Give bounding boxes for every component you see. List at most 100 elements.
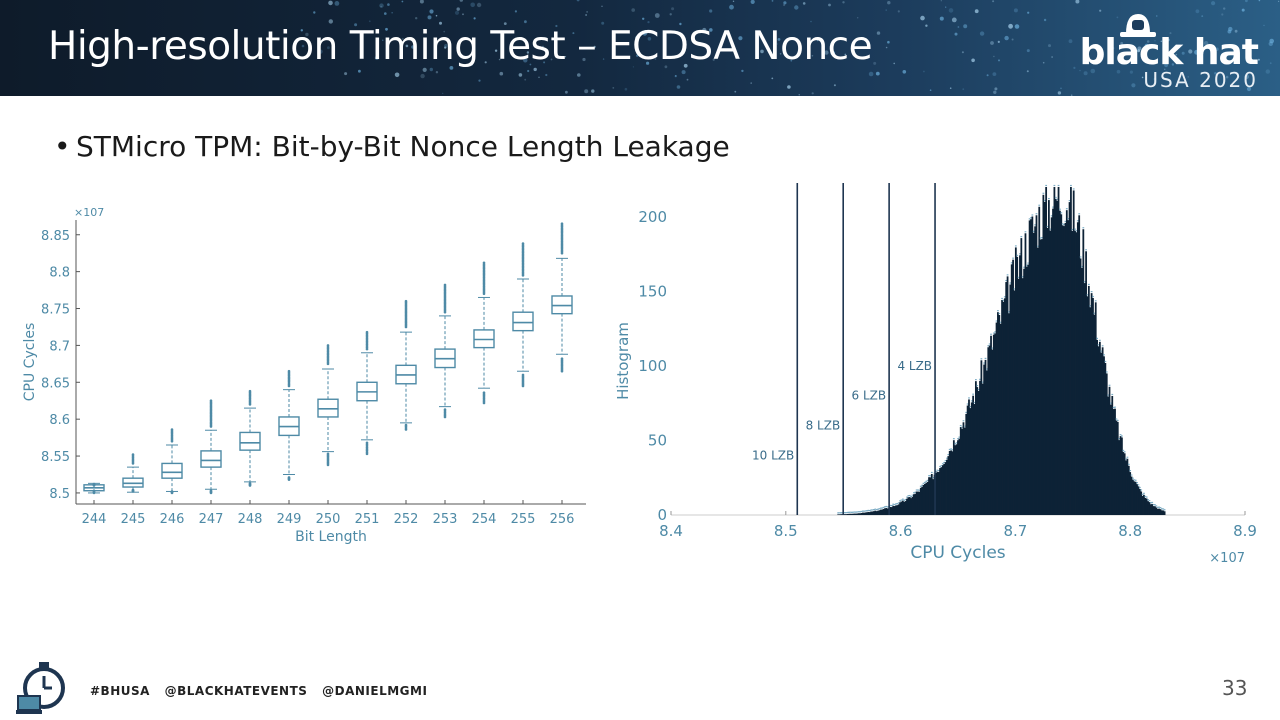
banner-dot bbox=[810, 20, 812, 23]
x-tick-label: 245 bbox=[121, 512, 146, 527]
banner-dot bbox=[476, 2, 482, 8]
histogram-bar bbox=[1152, 506, 1155, 515]
histogram-bar bbox=[1155, 507, 1158, 515]
histogram-bar bbox=[957, 440, 959, 515]
histogram-bar bbox=[1038, 206, 1041, 515]
histogram-bar bbox=[868, 512, 871, 515]
banner-dot bbox=[538, 76, 540, 79]
outlier-point bbox=[560, 357, 564, 360]
histogram-bar bbox=[910, 498, 913, 515]
histogram-bar bbox=[913, 494, 915, 515]
histogram-bar bbox=[860, 512, 863, 515]
histogram-bar bbox=[845, 514, 848, 515]
histogram-bar bbox=[987, 347, 990, 515]
histogram-bar bbox=[973, 404, 976, 515]
histogram-bar bbox=[981, 383, 984, 515]
histogram-bar bbox=[901, 500, 904, 515]
histogram-bar bbox=[1016, 256, 1019, 515]
histogram-bar bbox=[884, 508, 886, 515]
histogram-bar bbox=[882, 508, 885, 515]
banner-dot bbox=[779, 53, 782, 55]
outlier-point bbox=[521, 373, 525, 377]
histogram-bar bbox=[979, 380, 981, 515]
histogram-bar bbox=[1010, 264, 1013, 515]
histogram-bar bbox=[871, 511, 874, 515]
x-exponent-label: ×107 bbox=[1209, 551, 1245, 566]
banner-texture bbox=[300, 0, 1280, 96]
histogram-bar bbox=[886, 508, 889, 515]
banner-dot bbox=[771, 77, 774, 80]
banner-dot bbox=[885, 46, 888, 49]
banner-dot bbox=[612, 87, 615, 89]
histogram-bar bbox=[1119, 436, 1122, 515]
banner-dot bbox=[971, 58, 975, 63]
banner-dot bbox=[545, 73, 548, 77]
banner-dot bbox=[920, 15, 925, 21]
histogram-bar bbox=[1103, 356, 1105, 515]
histogram-bar bbox=[1115, 420, 1118, 515]
histogram-bar bbox=[911, 496, 914, 515]
histogram-bar bbox=[1050, 217, 1053, 515]
banner-dot bbox=[875, 71, 880, 76]
banner-dot bbox=[1195, 9, 1200, 14]
banner-dot bbox=[997, 40, 1000, 44]
histogram-bar bbox=[1031, 216, 1034, 516]
y-tick-label: 8.5 bbox=[49, 487, 70, 502]
banner-dot bbox=[1083, 71, 1088, 76]
histogram-bar bbox=[1067, 220, 1070, 516]
banner-dot bbox=[1112, 47, 1115, 49]
histogram-bar bbox=[1154, 506, 1156, 515]
histogram-bar bbox=[890, 507, 893, 515]
banner-dot bbox=[442, 92, 444, 95]
banner-dot bbox=[816, 39, 819, 42]
histogram-bar bbox=[1046, 227, 1049, 515]
banner-dot bbox=[1166, 38, 1170, 42]
histogram-bar bbox=[980, 360, 983, 515]
outlier-point bbox=[287, 369, 291, 373]
lzb-marker-label: 4 LZB bbox=[897, 359, 932, 373]
bullet-text: STMicro TPM: Bit-by-Bit Nonce Length Lea… bbox=[76, 130, 730, 163]
banner-dot bbox=[584, 89, 589, 94]
banner-dot bbox=[1246, 86, 1252, 92]
histogram-bar bbox=[899, 502, 901, 515]
banner-dot bbox=[1153, 77, 1157, 81]
histogram-bar bbox=[1136, 484, 1138, 515]
histogram-bar bbox=[977, 390, 980, 515]
histogram-bar bbox=[1019, 255, 1021, 515]
banner-dot bbox=[300, 29, 303, 32]
banner-dot bbox=[602, 58, 605, 60]
histogram-bar bbox=[1056, 200, 1059, 515]
x-tick-label: 8.6 bbox=[889, 522, 913, 540]
banner-dot bbox=[470, 2, 476, 8]
histogram-chart: 8.4 8.5 8.6 8.7 8.8 8.9 0 50 100 150 200 CPU Cycles… bbox=[614, 183, 1257, 566]
banner-dot bbox=[494, 49, 498, 52]
banner-dot bbox=[484, 61, 487, 64]
y-tick-label: 8.65 bbox=[41, 376, 70, 391]
outlier-point bbox=[443, 283, 447, 287]
banner-dot bbox=[456, 7, 460, 11]
banner-dot bbox=[470, 63, 473, 66]
histogram-bar bbox=[1151, 503, 1154, 515]
x-axis-label: CPU Cycles bbox=[910, 543, 1005, 563]
banner-dot bbox=[712, 58, 715, 61]
banner-dot bbox=[783, 3, 786, 7]
banner-dot bbox=[777, 38, 781, 41]
histogram-bar bbox=[1045, 187, 1048, 515]
histogram-bar bbox=[1086, 296, 1089, 515]
banner-dot bbox=[327, 46, 330, 50]
banner-dot bbox=[415, 17, 418, 20]
banner-dot bbox=[328, 0, 333, 6]
histogram-bar bbox=[936, 471, 939, 515]
x-tick-label: 8.5 bbox=[774, 522, 798, 540]
histogram-bar bbox=[992, 334, 995, 515]
y-axis-label: CPU Cycles bbox=[22, 323, 38, 401]
banner-dot bbox=[998, 59, 1000, 62]
histogram-bar bbox=[921, 486, 924, 515]
banner-dot bbox=[354, 23, 358, 27]
histogram-bar bbox=[856, 513, 859, 515]
banner-dot bbox=[1014, 24, 1020, 29]
banner-dot bbox=[1203, 41, 1209, 46]
banner-dot bbox=[1234, 29, 1238, 33]
histogram-bar bbox=[970, 402, 973, 515]
histogram-bar bbox=[1089, 307, 1092, 515]
